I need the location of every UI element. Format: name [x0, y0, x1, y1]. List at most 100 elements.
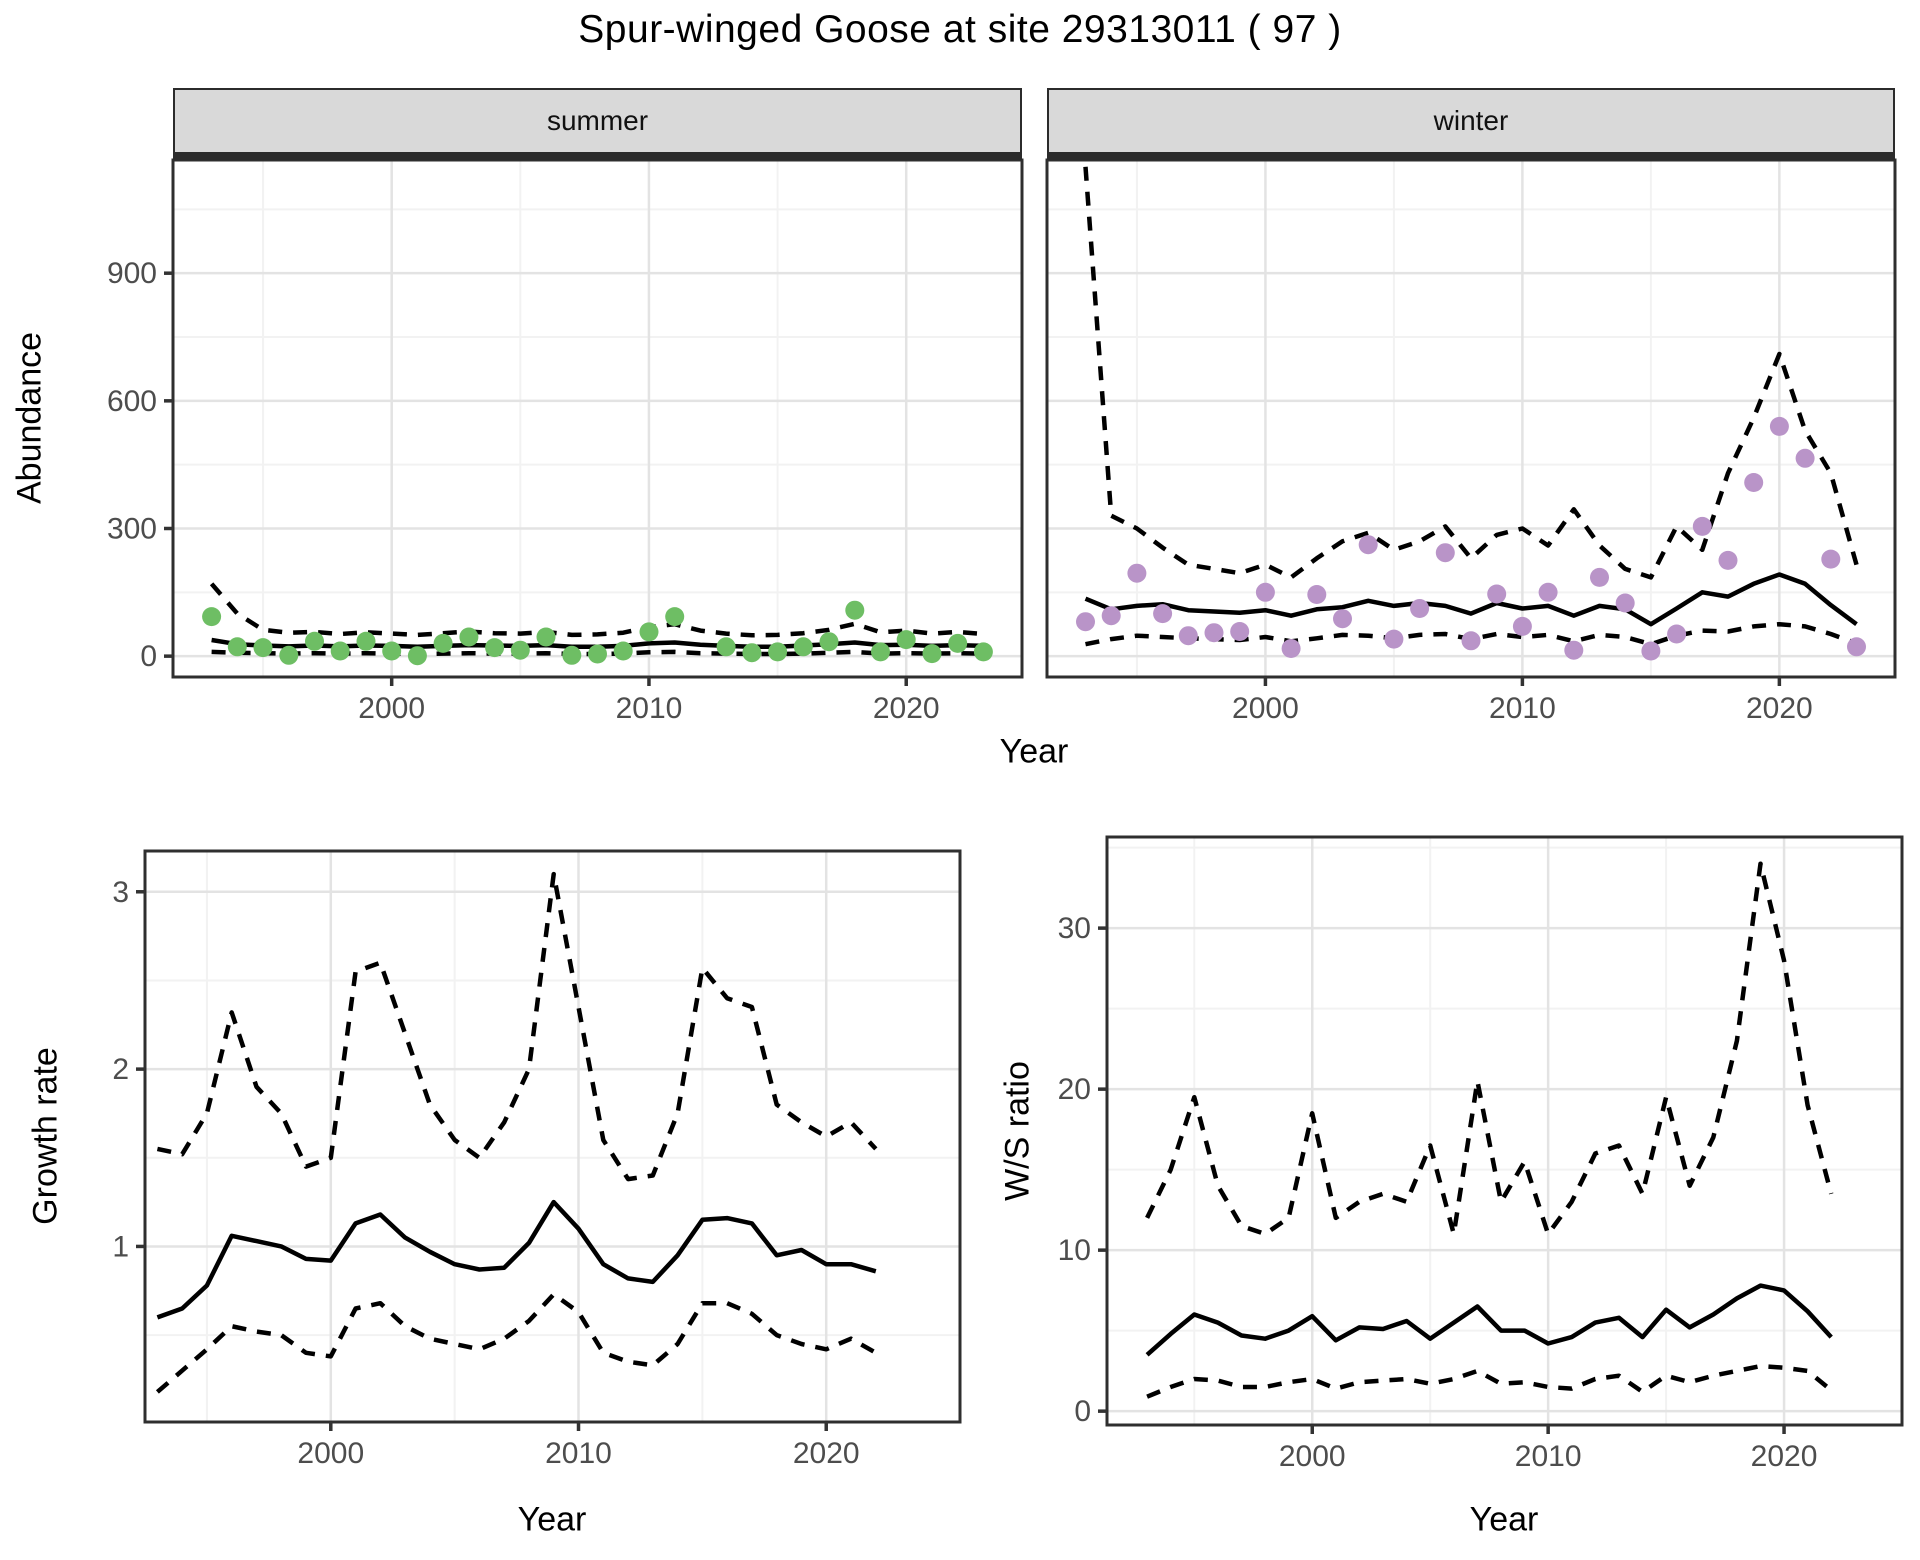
- summer-data-point: [819, 632, 839, 652]
- growth-y-tick-label: 3: [112, 876, 129, 909]
- summer-data-point: [793, 637, 813, 657]
- summer-data-point: [433, 633, 453, 653]
- winter-data-point: [1358, 535, 1378, 555]
- ws-y-tick-label: 10: [1058, 1234, 1091, 1267]
- summer-data-point: [330, 641, 350, 661]
- summer-data-point: [871, 642, 890, 662]
- winter-data-point: [1512, 616, 1532, 636]
- facet-strip-summer: summer: [173, 88, 1022, 160]
- x-axis-title-year-growth: Year: [517, 1500, 587, 1539]
- ws-y-tick-label: 20: [1058, 1073, 1091, 1106]
- growth-x-tick-label: 2010: [545, 1437, 612, 1470]
- summer-data-point: [665, 607, 685, 627]
- winter-data-point: [1487, 584, 1507, 604]
- summer-data-point: [407, 646, 427, 666]
- growth-lower_ci-line: [155, 1292, 877, 1394]
- summer-data-point: [227, 637, 247, 657]
- summer-x-tick-label: 2000: [358, 692, 425, 725]
- winter-upper_ci-line: [1083, 166, 1859, 580]
- summer-data-point: [768, 642, 788, 662]
- winter-data-point: [1847, 637, 1866, 657]
- summer-y-tick-label: 300: [107, 512, 157, 545]
- growth-median-line: [156, 1199, 877, 1320]
- growth-upper_ci-line: [156, 871, 878, 1182]
- summer-data-point: [253, 638, 273, 658]
- winter-data-point: [1590, 567, 1609, 587]
- summer-data-point: [613, 641, 633, 661]
- summer-data-point: [639, 622, 659, 642]
- y-axis-title-growth-rate: Growth rate: [26, 1047, 65, 1225]
- winter-data-point: [1178, 626, 1198, 646]
- x-axis-title-year-top: Year: [999, 732, 1069, 771]
- ws-y-tick-label: 30: [1058, 912, 1091, 945]
- y-axis-title-abundance: Abundance: [10, 331, 49, 505]
- summer-y-tick-label: 600: [107, 385, 157, 418]
- winter-data-point: [1333, 609, 1352, 629]
- y-axis-title-ws-ratio: W/S ratio: [998, 1061, 1037, 1201]
- growth-panel-border: [143, 849, 962, 1424]
- winter-data-point: [1564, 640, 1584, 660]
- winter-data-point: [1461, 631, 1481, 651]
- ws-x-tick-label: 2020: [1751, 1440, 1818, 1473]
- growth-y-tick-label: 1: [112, 1230, 129, 1263]
- winter-data-point: [1667, 624, 1687, 644]
- winter-data-point: [1692, 516, 1712, 536]
- winter-data-point: [1204, 623, 1224, 643]
- growth-panel-background: [145, 851, 960, 1422]
- ws-x-tick-label: 2000: [1279, 1440, 1346, 1473]
- winter-x-tick-label: 2000: [1232, 692, 1299, 725]
- summer-panel-border: [171, 158, 1024, 679]
- winter-data-point: [1307, 585, 1327, 604]
- ws-median-line: [1145, 1283, 1833, 1357]
- winter-data-point: [1538, 582, 1558, 602]
- winter-data-point: [1255, 582, 1275, 602]
- x-axis-title-year-ws: Year: [1469, 1500, 1539, 1539]
- summer-data-point: [588, 644, 607, 664]
- summer-data-point: [459, 627, 479, 647]
- summer-x-tick-label: 2020: [873, 692, 940, 725]
- winter-data-point: [1281, 639, 1301, 658]
- winter-data-point: [1076, 612, 1095, 632]
- facet-strip-winter-label: winter: [1433, 105, 1509, 136]
- winter-data-point: [1795, 448, 1815, 468]
- summer-data-point: [510, 640, 530, 660]
- winter-x-tick-label: 2010: [1489, 692, 1556, 725]
- chart-title: Spur-winged Goose at site 29313011 ( 97 …: [578, 8, 1342, 51]
- ws-y-tick-label: 0: [1074, 1395, 1091, 1428]
- growth-x-tick-label: 2020: [793, 1437, 860, 1470]
- winter-data-point: [1615, 593, 1635, 613]
- winter-data-point: [1384, 629, 1404, 649]
- winter-panel-background: [1047, 160, 1895, 677]
- summer-data-point: [382, 641, 402, 661]
- summer-y-tick-label: 0: [140, 640, 157, 673]
- summer-panel-background: [173, 160, 1022, 677]
- winter-x-tick-label: 2020: [1746, 692, 1813, 725]
- summer-data-point: [536, 627, 556, 647]
- summer-upper_ci-line: [209, 582, 984, 638]
- winter-data-point: [1410, 599, 1430, 618]
- summer-data-point: [845, 600, 865, 620]
- summer-x-tick-label: 2010: [616, 692, 683, 725]
- summer-y-tick-label: 900: [107, 257, 157, 290]
- ws-panel-background: [1107, 837, 1902, 1425]
- winter-data-point: [1769, 416, 1789, 436]
- winter-data-point: [1744, 473, 1764, 492]
- winter-data-point: [1821, 549, 1841, 569]
- summer-data-point: [922, 644, 942, 664]
- summer-data-point: [562, 645, 582, 665]
- growth-x-tick-label: 2000: [297, 1437, 364, 1470]
- summer-data-point: [305, 631, 324, 651]
- winter-data-point: [1153, 604, 1173, 624]
- winter-data-point: [1101, 606, 1121, 626]
- growth-y-tick-label: 2: [112, 1053, 129, 1086]
- winter-data-point: [1230, 622, 1250, 641]
- ws-lower_ci-line: [1146, 1363, 1833, 1399]
- winter-median-line: [1084, 572, 1858, 627]
- ws-upper_ci-line: [1145, 861, 1834, 1237]
- facet-strip-summer-label: summer: [546, 105, 649, 136]
- summer-data-point: [742, 643, 762, 663]
- winter-data-point: [1641, 641, 1661, 661]
- winter-data-point: [1435, 543, 1455, 563]
